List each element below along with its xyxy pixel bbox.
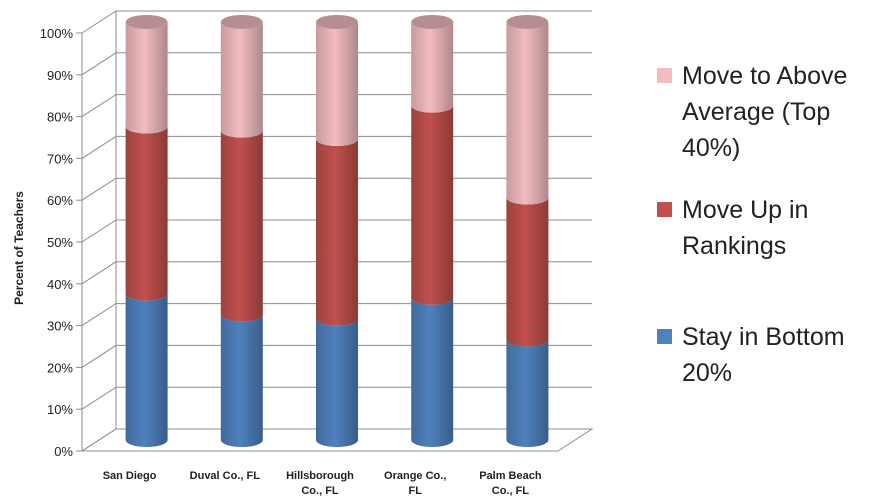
bar-segment [220, 314, 263, 447]
bar-segment [125, 293, 168, 447]
bar-segment [506, 197, 549, 347]
bar-segment [506, 339, 549, 447]
legend-swatch-bottom [657, 329, 672, 344]
y-tick-label: 50% [47, 235, 73, 250]
y-tick-label: 0% [54, 444, 73, 459]
y-tick-label: 70% [47, 151, 73, 166]
bar-top-cap [506, 15, 549, 29]
y-tick-label: 40% [47, 277, 73, 292]
y-tick-label: 60% [47, 193, 73, 208]
bar-segment [125, 22, 168, 134]
legend-item-top: Move to Above Average (Top 40%) [652, 58, 867, 166]
legend-swatch-up [657, 202, 672, 217]
legend-label-top: Move to Above Average (Top 40%) [682, 62, 848, 162]
x-tick-label: Duval Co., FL [190, 470, 261, 482]
bar-top-cap [220, 15, 263, 29]
y-axis-title: Percent of Teachers [12, 191, 26, 305]
bar-segment [220, 22, 263, 138]
bar-segment [506, 22, 549, 205]
chart-legend: Move to Above Average (Top 40%) Move Up … [652, 58, 867, 391]
y-tick-labels: 0% 10% 20% 30% 40% 50% 60% 70% 80% 90% 100% [40, 26, 74, 459]
bar-segment [316, 139, 358, 326]
x-tick-label: San Diego [103, 470, 157, 482]
bar-segment [220, 130, 263, 322]
x-tick-label: Hillsborough Co., FL [286, 470, 354, 497]
x-tick-label: Palm Beach Co., FL [479, 470, 542, 497]
x-tick-labels: San Diego Duval Co., FL Hillsborough Co., F… [103, 470, 542, 497]
legend-label-bottom: Stay in Bottom 20% [682, 323, 845, 387]
bar-segment [411, 22, 454, 113]
y-tick-label: 30% [47, 319, 73, 334]
bars [125, 15, 549, 448]
bar-segment [125, 126, 168, 301]
x-tick-label: Orange Co., FL [384, 470, 446, 497]
legend-item-up: Move Up in Rankings [652, 192, 867, 264]
bar-top-cap [316, 15, 358, 29]
bar-segment [316, 22, 358, 147]
y-tick-label: 90% [47, 68, 73, 83]
bar-segment [316, 318, 358, 447]
y-tick-label: 100% [40, 26, 74, 41]
bar-segment [411, 297, 454, 448]
y-tick-label: 10% [47, 402, 73, 417]
bar-top-cap [411, 15, 454, 29]
y-tick-label: 80% [47, 110, 73, 125]
bar-top-cap [125, 15, 168, 29]
bar-segment [411, 105, 454, 305]
legend-item-bottom: Stay in Bottom 20% [652, 319, 867, 391]
y-tick-label: 20% [47, 360, 73, 375]
legend-swatch-top [657, 68, 672, 83]
legend-label-up: Move Up in Rankings [682, 196, 809, 260]
